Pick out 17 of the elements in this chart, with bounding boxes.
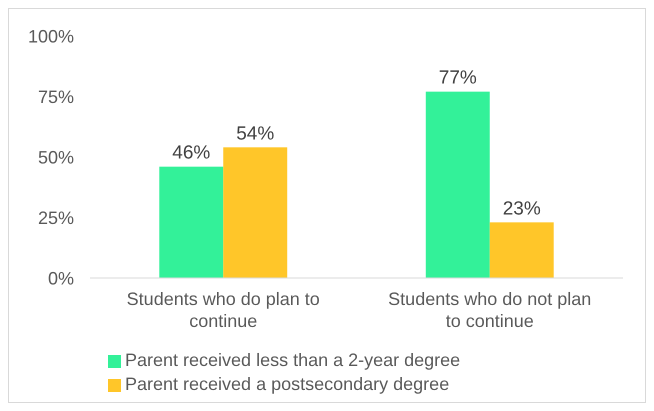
y-tick-label: 50% <box>38 147 74 168</box>
y-tick-label: 0% <box>48 268 74 288</box>
legend-label: Parent received a postsecondary degree <box>125 374 450 394</box>
bar <box>490 222 554 278</box>
data-label: 23% <box>502 198 541 220</box>
y-tick-label: 25% <box>38 208 74 228</box>
x-tick-label: Students who do plan to continue <box>126 289 320 331</box>
y-tick-label: 75% <box>38 86 74 107</box>
data-label: 77% <box>438 68 477 89</box>
data-label: 46% <box>172 142 210 164</box>
bar <box>159 166 224 278</box>
bar <box>223 147 288 278</box>
legend-label: Parent received less than a 2-year degree <box>125 350 460 370</box>
y-tick-label: 100% <box>28 26 74 46</box>
data-label: 54% <box>236 123 274 144</box>
bar <box>426 92 490 278</box>
x-tick-label: Students who do not plan to continue <box>388 289 592 331</box>
